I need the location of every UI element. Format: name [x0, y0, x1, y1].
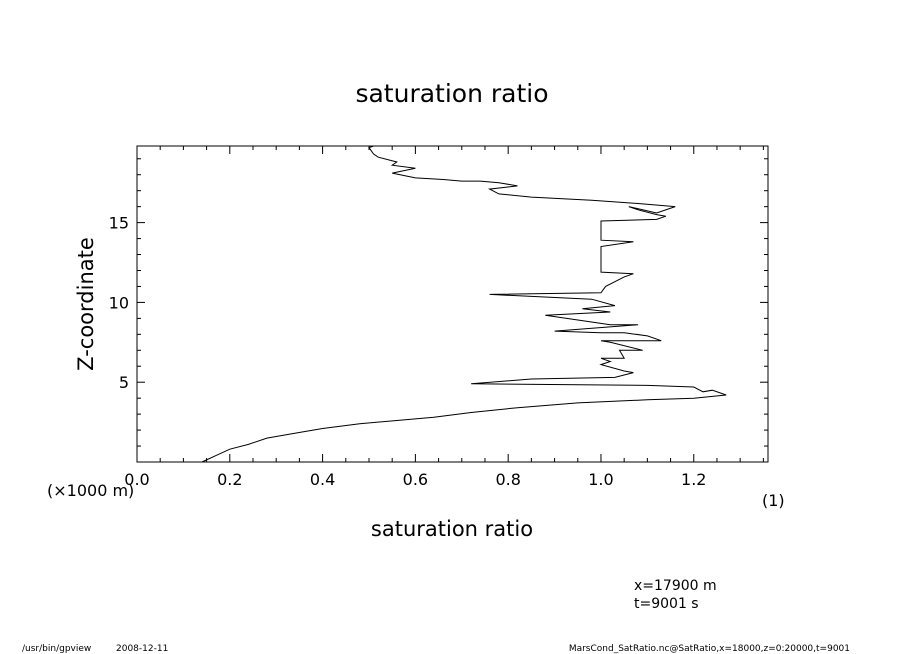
x-tick-label: 0.2 [217, 470, 242, 489]
info-x-value: x=17900 m [634, 578, 717, 594]
chart-title: saturation ratio [355, 79, 548, 108]
x-axis-title: saturation ratio [371, 517, 533, 541]
x-tick-label: 0.0 [124, 470, 149, 489]
info-t-value: t=9001 s [634, 596, 699, 612]
y-axis-tick-labels: 5 10 15 [109, 214, 129, 393]
x-tick-label: 0.6 [403, 470, 428, 489]
x-tick-label: 1.2 [681, 470, 706, 489]
x-axis-units: (1) [762, 491, 785, 510]
series-line [201, 145, 727, 463]
x-tick-label: 0.4 [310, 470, 335, 489]
x-tick-label: 0.8 [495, 470, 520, 489]
y-tick-label: 10 [109, 293, 129, 312]
y-axis-units: (×1000 m) [47, 481, 134, 500]
x-axis-tick-labels: 0.0 0.2 0.4 0.6 0.8 1.0 1.2 [124, 470, 706, 489]
y-axis-title: Z-coordinate [74, 237, 98, 371]
footer-date: 2008-12-11 [116, 644, 168, 654]
footer-source: MarsCond_SatRatio.nc@SatRatio,x=18000,z=… [569, 644, 850, 654]
footer-program: /usr/bin/gpview [22, 644, 91, 654]
x-axis-ticks [136, 146, 764, 462]
x-tick-label: 1.0 [588, 470, 613, 489]
y-tick-label: 15 [109, 214, 129, 233]
y-tick-label: 5 [119, 373, 129, 392]
y-axis-ticks [137, 158, 768, 447]
plot-frame [136, 145, 769, 463]
